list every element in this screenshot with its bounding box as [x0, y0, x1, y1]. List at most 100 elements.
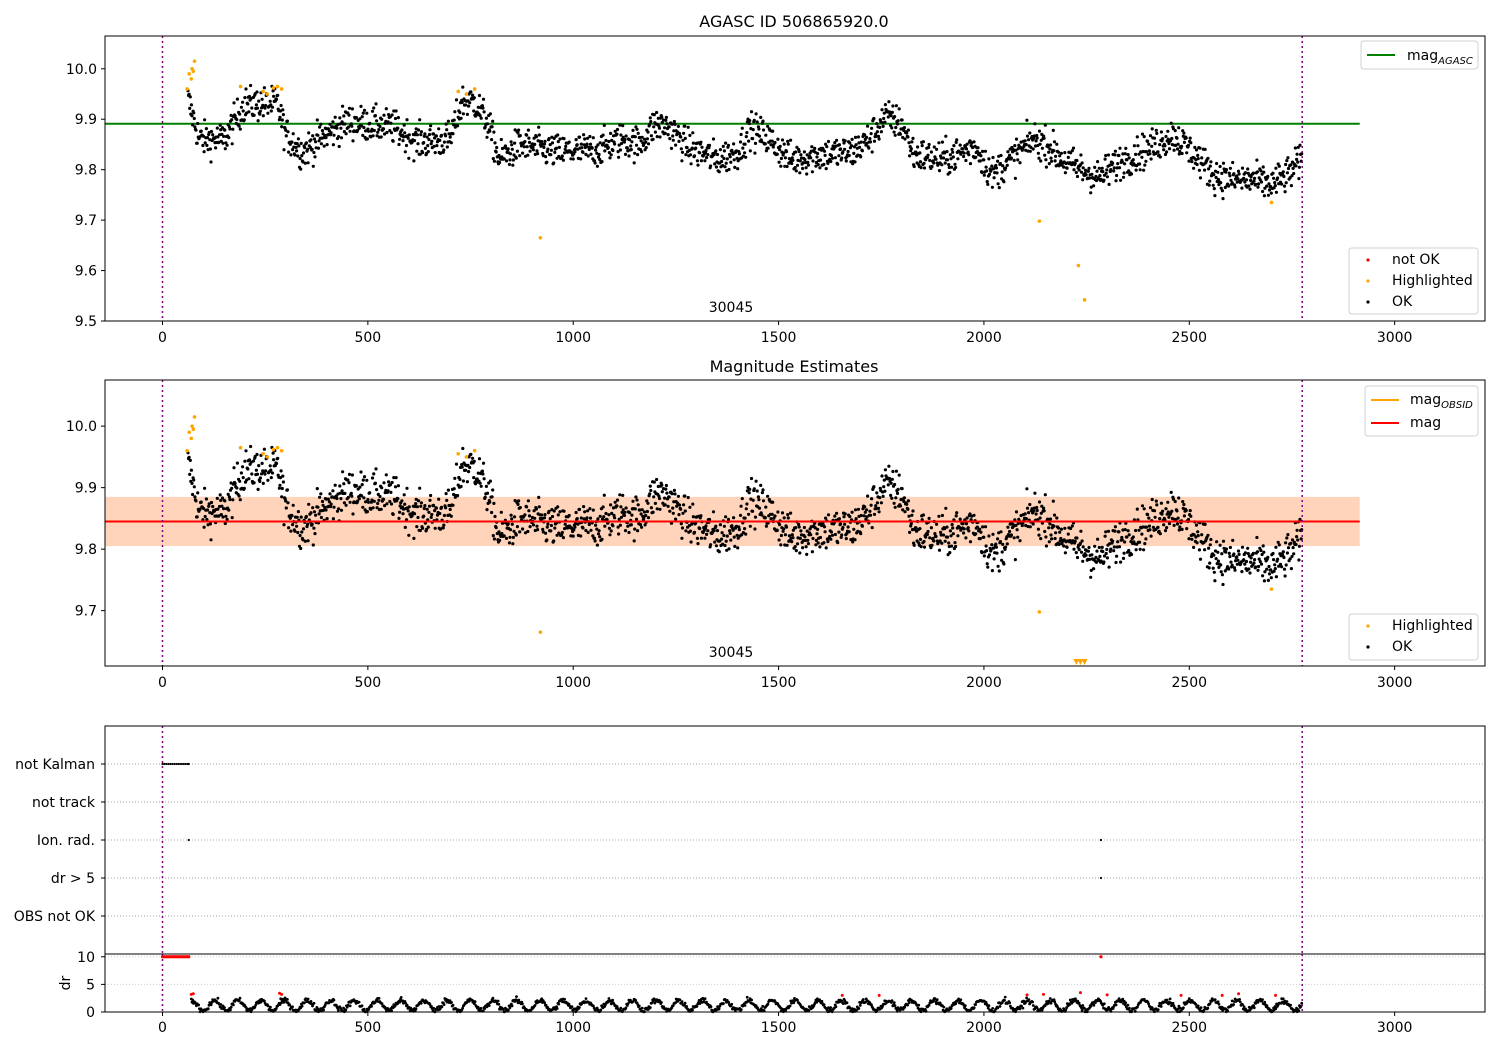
ok-point: [874, 504, 878, 508]
ok-point: [261, 481, 265, 485]
dr-point: [476, 1005, 480, 1009]
ok-point: [875, 491, 879, 495]
ok-point: [1224, 170, 1228, 174]
ok-point: [928, 536, 932, 540]
ok-point: [254, 468, 258, 472]
dr-point: [461, 1006, 464, 1010]
ok-point: [1107, 565, 1111, 569]
ok-point: [1175, 136, 1179, 140]
ok-point: [1180, 151, 1184, 156]
ok-point: [1089, 568, 1093, 573]
ok-point: [261, 114, 265, 118]
ok-point: [1114, 179, 1118, 183]
ok-point: [818, 545, 822, 549]
ok-point: [1105, 175, 1109, 179]
ok-point: [1059, 527, 1063, 531]
ok-point: [918, 537, 923, 542]
ok-point: [646, 142, 651, 146]
ok-point: [603, 149, 607, 153]
ok-point: [604, 511, 608, 516]
ok-point: [962, 151, 966, 155]
ok-point: [1070, 524, 1074, 528]
ok-point: [948, 551, 952, 555]
ok-point: [230, 516, 234, 520]
ok-point: [569, 157, 573, 161]
ok-point: [250, 472, 254, 476]
ok-point: [720, 537, 724, 541]
ok-point: [822, 162, 826, 166]
ok-point: [992, 176, 996, 180]
ok-point: [1237, 552, 1241, 557]
ok-point: [949, 534, 953, 538]
p1-xtick-label: 1000: [555, 330, 591, 346]
ok-point: [460, 465, 464, 469]
ok-point: [583, 510, 587, 514]
ok-point: [1255, 170, 1260, 174]
ok-point: [1075, 174, 1080, 179]
ok-point: [244, 449, 248, 453]
legend-item-mag-agasc: magAGASC: [1407, 48, 1473, 67]
ok-point: [911, 136, 915, 140]
ok-point: [1088, 557, 1092, 562]
ok-point: [782, 142, 786, 146]
ok-point: [852, 527, 856, 531]
ok-point: [235, 117, 239, 122]
ok-point: [1100, 545, 1104, 550]
dr-point: [664, 1007, 668, 1011]
ok-point: [1120, 160, 1124, 164]
ok-point: [360, 115, 364, 119]
ok-point: [494, 526, 498, 530]
ok-point: [1266, 193, 1270, 197]
ok-point: [978, 537, 982, 541]
dr-point: [791, 999, 795, 1002]
ok-point: [1154, 128, 1158, 132]
ok-point: [1140, 132, 1145, 136]
ok-point: [499, 137, 503, 142]
ok-point: [616, 150, 620, 154]
ok-point: [527, 140, 532, 144]
ok-point: [732, 142, 736, 146]
ok-point: [260, 97, 264, 101]
ok-point: [645, 137, 650, 141]
ok-point: [850, 510, 854, 514]
ok-point: [1284, 162, 1288, 167]
ok-point: [393, 116, 398, 121]
ok-point: [262, 86, 266, 90]
ok-point: [482, 477, 486, 481]
ok-point: [843, 147, 847, 151]
ok-point: [233, 481, 237, 486]
ok-point: [255, 452, 259, 457]
ok-point: [1228, 166, 1232, 170]
ok-point: [535, 149, 539, 153]
ok-point: [1169, 490, 1173, 494]
ok-point: [246, 102, 250, 106]
ok-point: [225, 517, 229, 521]
ok-point: [613, 516, 617, 520]
ok-point: [412, 512, 417, 516]
ok-point: [1262, 194, 1266, 198]
flag-point: [181, 762, 185, 766]
ok-point: [814, 538, 819, 543]
ok-point: [1182, 140, 1186, 144]
ok-point: [893, 482, 897, 487]
ok-point: [232, 101, 236, 105]
ok-point: [442, 148, 446, 152]
ok-point: [284, 128, 288, 132]
ok-point: [887, 464, 891, 468]
ok-point: [761, 128, 766, 132]
ok-point: [525, 145, 529, 149]
ok-point: [587, 147, 591, 152]
ok-point: [1042, 509, 1046, 513]
ok-point: [285, 488, 289, 492]
highlighted-point: [472, 448, 477, 453]
ok-point: [219, 498, 223, 502]
ok-point: [974, 155, 978, 159]
ok-point: [944, 506, 948, 510]
ok-point: [526, 128, 531, 132]
ok-point: [949, 157, 953, 161]
ok-point: [445, 128, 449, 132]
ok-point: [1208, 164, 1212, 168]
ok-point: [815, 532, 819, 536]
ok-point: [886, 483, 890, 487]
ok-point: [1165, 526, 1169, 530]
